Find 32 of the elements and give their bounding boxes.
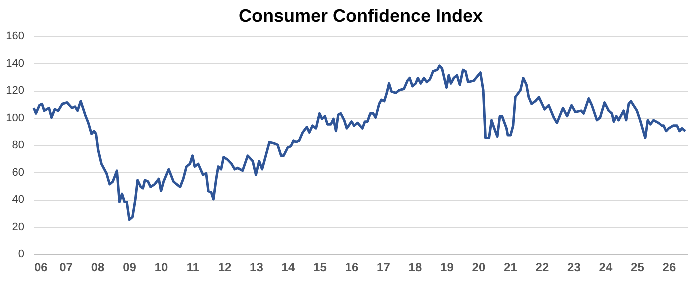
x-tick-label: 16	[345, 260, 359, 274]
y-tick-label: 80	[12, 140, 24, 152]
x-tick-label: 18	[408, 260, 422, 274]
x-tick-label: 26	[662, 260, 676, 274]
y-tick-label: 120	[6, 85, 24, 97]
x-tick-label: 22	[536, 260, 550, 274]
x-tick-label: 20	[472, 260, 486, 274]
line-series	[32, 64, 687, 222]
x-tick-label: 17	[377, 260, 391, 274]
x-tick-label: 24	[599, 260, 613, 274]
x-tick-label: 19	[440, 260, 454, 274]
y-tick-label: 20	[12, 221, 24, 234]
y-tick-label: 40	[12, 194, 24, 206]
x-tick-label: 14	[282, 260, 296, 274]
x-tick-label: 06	[34, 260, 48, 274]
y-tick-label: 100	[6, 112, 24, 124]
chart-title: Consumer Confidence Index	[238, 6, 484, 26]
x-tick-label: 15	[314, 260, 328, 274]
x-tick-label: 10	[154, 260, 168, 274]
x-tick-label: 21	[504, 260, 518, 274]
x-tick-label: 25	[631, 260, 645, 274]
x-tick-label: 11	[186, 260, 200, 274]
y-tick-label: 60	[12, 166, 24, 179]
x-tick-label: 12	[218, 260, 232, 274]
x-tick-label: 08	[91, 260, 105, 274]
x-tick-label: 23	[568, 260, 582, 274]
x-tick-label: 13	[250, 260, 264, 274]
y-tick-label: 140	[6, 58, 24, 70]
y-tick-label: 160	[6, 30, 24, 42]
x-tick-label: 07	[60, 260, 74, 274]
x-tick-label: 09	[123, 260, 137, 274]
y-tick-label: 0	[18, 248, 24, 260]
